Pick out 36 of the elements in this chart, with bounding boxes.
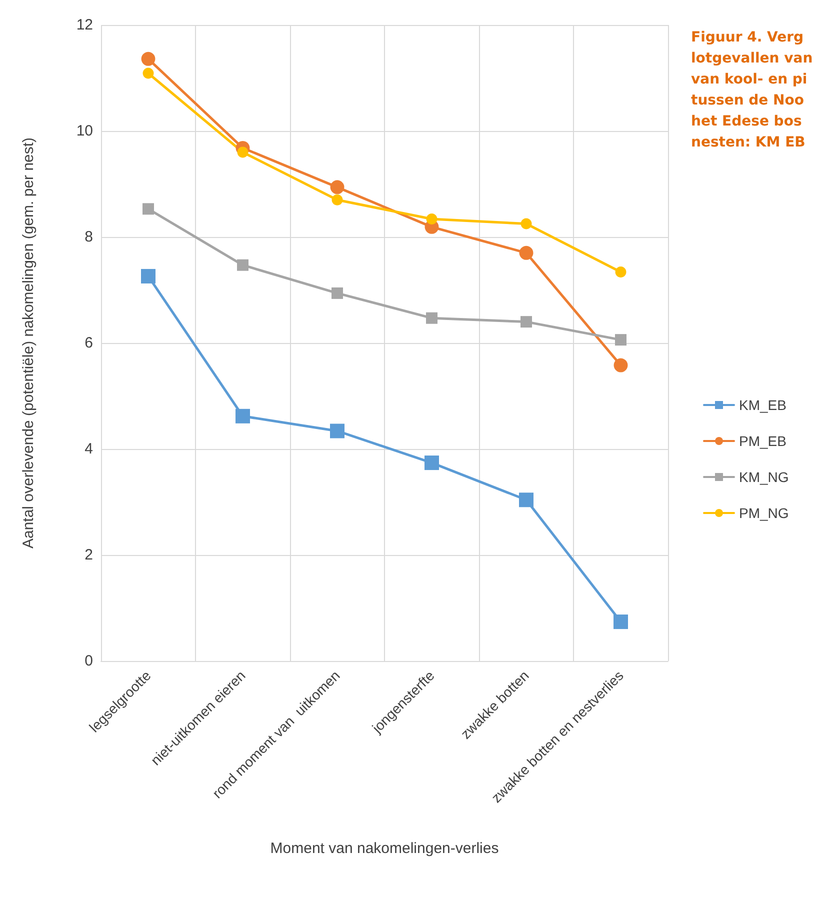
legend-label: KM_EB: [739, 397, 786, 413]
point: [332, 287, 343, 299]
point: [426, 213, 438, 224]
y-tick-label: 8: [84, 228, 93, 246]
x-axis-title: Moment van nakomelingen-verlies: [270, 840, 499, 857]
point: [520, 218, 532, 230]
legend-label: PM_NG: [739, 505, 789, 521]
legend-label: PM_EB: [739, 433, 786, 449]
point: [141, 52, 156, 66]
point: [614, 614, 628, 630]
y-axis-title: Aantal overlevende (potentiële) nakomelingen (gem. per nest): [20, 137, 37, 549]
y-tick-label: 6: [84, 334, 93, 352]
point: [426, 312, 438, 324]
point: [236, 408, 250, 424]
point: [519, 492, 534, 508]
y-tick-label: 2: [84, 546, 93, 564]
point: [424, 456, 439, 470]
point: [237, 259, 248, 271]
point: [519, 246, 534, 260]
y-tick-label: 4: [84, 440, 93, 458]
point: [614, 358, 628, 372]
point: [615, 266, 626, 278]
point: [520, 316, 532, 328]
y-tick-label: 10: [76, 122, 93, 140]
point: [332, 194, 343, 206]
point: [142, 203, 154, 215]
point: [330, 180, 344, 194]
y-tick-label: 0: [84, 652, 93, 670]
point: [142, 68, 154, 79]
point: [615, 334, 626, 346]
y-tick-label: 12: [76, 16, 93, 34]
legend-label: KM_NG: [739, 469, 789, 485]
point: [141, 268, 156, 284]
text: Figuur 4. Verg lotgevallen van van kool- en pi tussen de Noo het Edese bos nesten: KM EB: [691, 30, 813, 150]
point: [237, 146, 248, 158]
point: [330, 424, 344, 438]
